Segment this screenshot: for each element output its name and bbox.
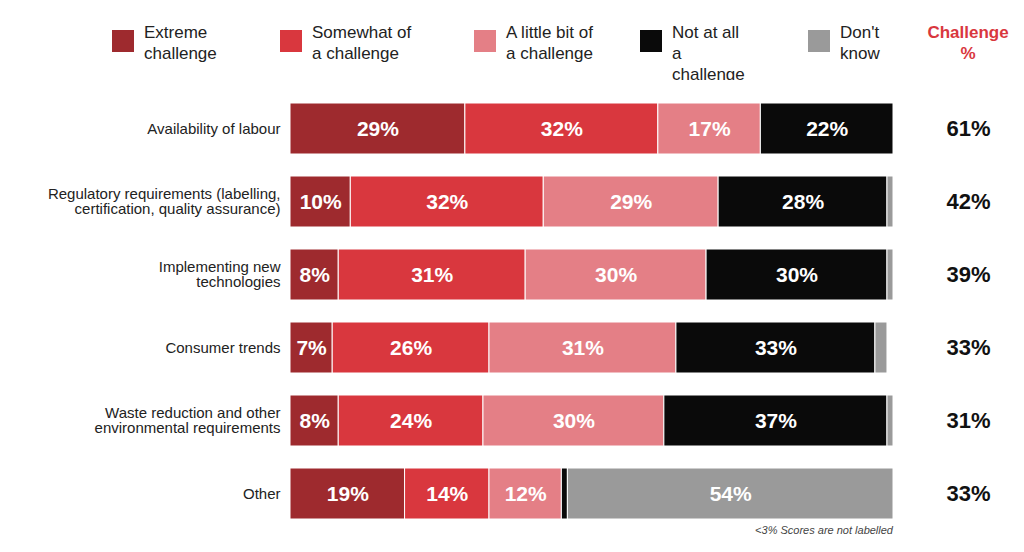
svg-text:29%: 29% bbox=[357, 117, 399, 140]
svg-text:32%: 32% bbox=[426, 190, 468, 213]
svg-text:28%: 28% bbox=[782, 190, 824, 213]
svg-text:Implementing newtechnologies: Implementing newtechnologies bbox=[159, 258, 281, 290]
svg-text:31%: 31% bbox=[562, 336, 604, 359]
svg-text:8%: 8% bbox=[299, 409, 330, 432]
svg-text:32%: 32% bbox=[541, 117, 583, 140]
svg-text:22%: 22% bbox=[806, 117, 848, 140]
svg-text:Availability of labour: Availability of labour bbox=[147, 120, 280, 137]
svg-text:42%: 42% bbox=[946, 189, 990, 214]
svg-text:8%: 8% bbox=[299, 263, 330, 286]
svg-text:33%: 33% bbox=[946, 335, 990, 360]
svg-text:24%: 24% bbox=[390, 409, 432, 432]
html-text:Not at all a challenge: Not at all a challenge bbox=[672, 23, 745, 84]
svg-text:Other: Other bbox=[243, 485, 281, 502]
svg-text:31%: 31% bbox=[411, 263, 453, 286]
svg-text:30%: 30% bbox=[595, 263, 637, 286]
svg-text:39%: 39% bbox=[946, 262, 990, 287]
svg-text:31%: 31% bbox=[946, 408, 990, 433]
svg-text:30%: 30% bbox=[776, 263, 818, 286]
html-text:Somewhat of a challenge: Somewhat of a challenge bbox=[312, 23, 412, 63]
svg-text:17%: 17% bbox=[689, 117, 731, 140]
svg-text:26%: 26% bbox=[390, 336, 432, 359]
svg-text:61%: 61% bbox=[946, 116, 990, 141]
svg-text:Waste reduction and otherenvir: Waste reduction and otherenvironmental r… bbox=[95, 404, 281, 436]
svg-text:Regulatory requirements (label: Regulatory requirements (labelling,certi… bbox=[48, 185, 281, 217]
svg-text:12%: 12% bbox=[505, 482, 547, 505]
svg-text:29%: 29% bbox=[610, 190, 652, 213]
svg-text:30%: 30% bbox=[553, 409, 595, 432]
svg-text:7%: 7% bbox=[296, 336, 327, 359]
html-text:<3% Scores are not labelled: <3% Scores are not labelled bbox=[755, 524, 893, 536]
html-text:Challenge %: Challenge % bbox=[927, 23, 1009, 63]
svg-text:33%: 33% bbox=[946, 481, 990, 506]
svg-text:54%: 54% bbox=[710, 482, 752, 505]
svg-text:14%: 14% bbox=[426, 482, 468, 505]
svg-text:37%: 37% bbox=[755, 409, 797, 432]
svg-text:Consumer trends: Consumer trends bbox=[165, 339, 280, 356]
svg-text:19%: 19% bbox=[327, 482, 369, 505]
svg-text:33%: 33% bbox=[755, 336, 797, 359]
html-text:Extreme challenge: Extreme challenge bbox=[144, 23, 217, 63]
html-text:A little bit of a challenge: A little bit of a challenge bbox=[506, 23, 593, 63]
html-text:Don't know: Don't know bbox=[840, 23, 880, 63]
svg-text:10%: 10% bbox=[300, 190, 342, 213]
